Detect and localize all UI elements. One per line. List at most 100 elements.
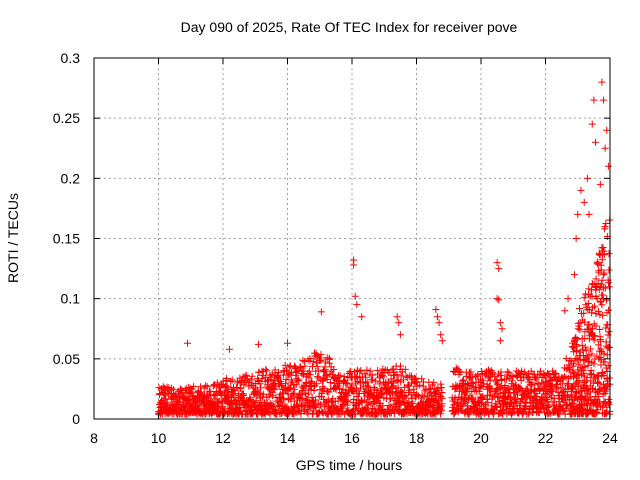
data-point: [597, 384, 605, 392]
data-point: [480, 380, 488, 388]
x-tick-label: 18: [409, 430, 425, 446]
data-point: [497, 383, 505, 391]
data-point: [229, 390, 237, 398]
data-point: [301, 362, 309, 370]
data-point: [267, 375, 275, 383]
data-point: [312, 404, 320, 412]
data-point: [455, 367, 463, 375]
data-point: [336, 385, 344, 393]
data-point: [592, 275, 600, 283]
data-point: [582, 347, 590, 355]
data-point: [393, 371, 401, 379]
data-point: [591, 302, 599, 310]
data-point: [197, 383, 205, 391]
data-point: [585, 351, 593, 359]
data-point: [572, 235, 580, 242]
data-point: [361, 370, 369, 378]
data-point: [599, 291, 607, 299]
data-point: [317, 401, 325, 409]
data-point: [286, 395, 294, 403]
data-point: [197, 388, 205, 396]
data-point: [424, 403, 432, 411]
data-point: [190, 383, 198, 391]
data-point: [600, 269, 608, 277]
data-point: [600, 96, 608, 104]
data-point: [581, 363, 589, 371]
data-point: [463, 402, 471, 410]
y-axis-ticks: 0 0.05 0.1 0.15 0.2 0.25 0.3: [53, 50, 610, 427]
data-point: [603, 367, 611, 375]
data-point: [346, 367, 354, 375]
data-point: [321, 365, 329, 373]
data-point: [282, 375, 290, 383]
data-point: [598, 276, 606, 284]
data-point: [474, 398, 482, 406]
data-point: [281, 361, 289, 369]
data-point: [532, 393, 540, 401]
data-point: [566, 356, 574, 364]
data-point: [557, 384, 565, 392]
data-point: [602, 338, 610, 346]
data-point: [535, 409, 543, 417]
data-point: [275, 368, 283, 376]
data-point: [304, 356, 312, 364]
data-point: [402, 394, 410, 402]
data-point: [292, 372, 300, 380]
data-point: [401, 365, 409, 373]
data-point: [240, 390, 248, 398]
data-point: [396, 331, 404, 339]
data-point: [590, 336, 598, 344]
data-point: [589, 325, 597, 333]
data-point: [598, 256, 606, 264]
data-point: [468, 379, 476, 387]
data-point: [487, 388, 495, 396]
data-point: [292, 380, 300, 388]
data-point: [598, 78, 606, 86]
data-point: [594, 341, 602, 349]
data-point: [330, 365, 338, 373]
data-point: [580, 198, 588, 206]
data-point: [350, 396, 358, 404]
data-point: [592, 322, 600, 330]
data-point: [544, 398, 552, 406]
data-point: [184, 383, 192, 391]
data-point: [206, 388, 214, 396]
data-points: [154, 78, 614, 418]
data-point: [293, 368, 301, 376]
data-point: [326, 355, 334, 363]
data-point: [286, 385, 294, 393]
data-point: [605, 400, 613, 408]
data-point: [600, 350, 608, 358]
data-point: [598, 368, 606, 376]
data-point: [209, 382, 217, 390]
data-point: [590, 96, 598, 104]
data-point: [435, 319, 443, 327]
data-point: [578, 341, 586, 349]
data-point: [489, 369, 497, 377]
data-point: [242, 371, 250, 379]
data-point: [438, 337, 446, 345]
data-point: [583, 174, 591, 182]
data-point: [318, 408, 326, 416]
data-point: [588, 120, 596, 128]
data-point: [342, 379, 350, 387]
data-point: [318, 407, 326, 415]
data-point: [299, 394, 307, 402]
data-point: [258, 375, 266, 383]
data-point: [378, 390, 386, 398]
data-point: [573, 342, 581, 350]
data-point: [496, 319, 504, 327]
data-point: [263, 367, 271, 375]
data-point: [595, 379, 603, 387]
data-point: [167, 400, 175, 408]
data-point: [366, 387, 374, 395]
data-point: [350, 405, 358, 413]
data-point: [594, 372, 602, 380]
x-tick-label: 22: [538, 430, 554, 446]
data-point: [605, 283, 613, 291]
data-point: [215, 399, 223, 407]
data-point: [324, 396, 332, 404]
data-point: [580, 309, 588, 317]
data-point: [247, 376, 255, 384]
data-point: [352, 386, 360, 394]
